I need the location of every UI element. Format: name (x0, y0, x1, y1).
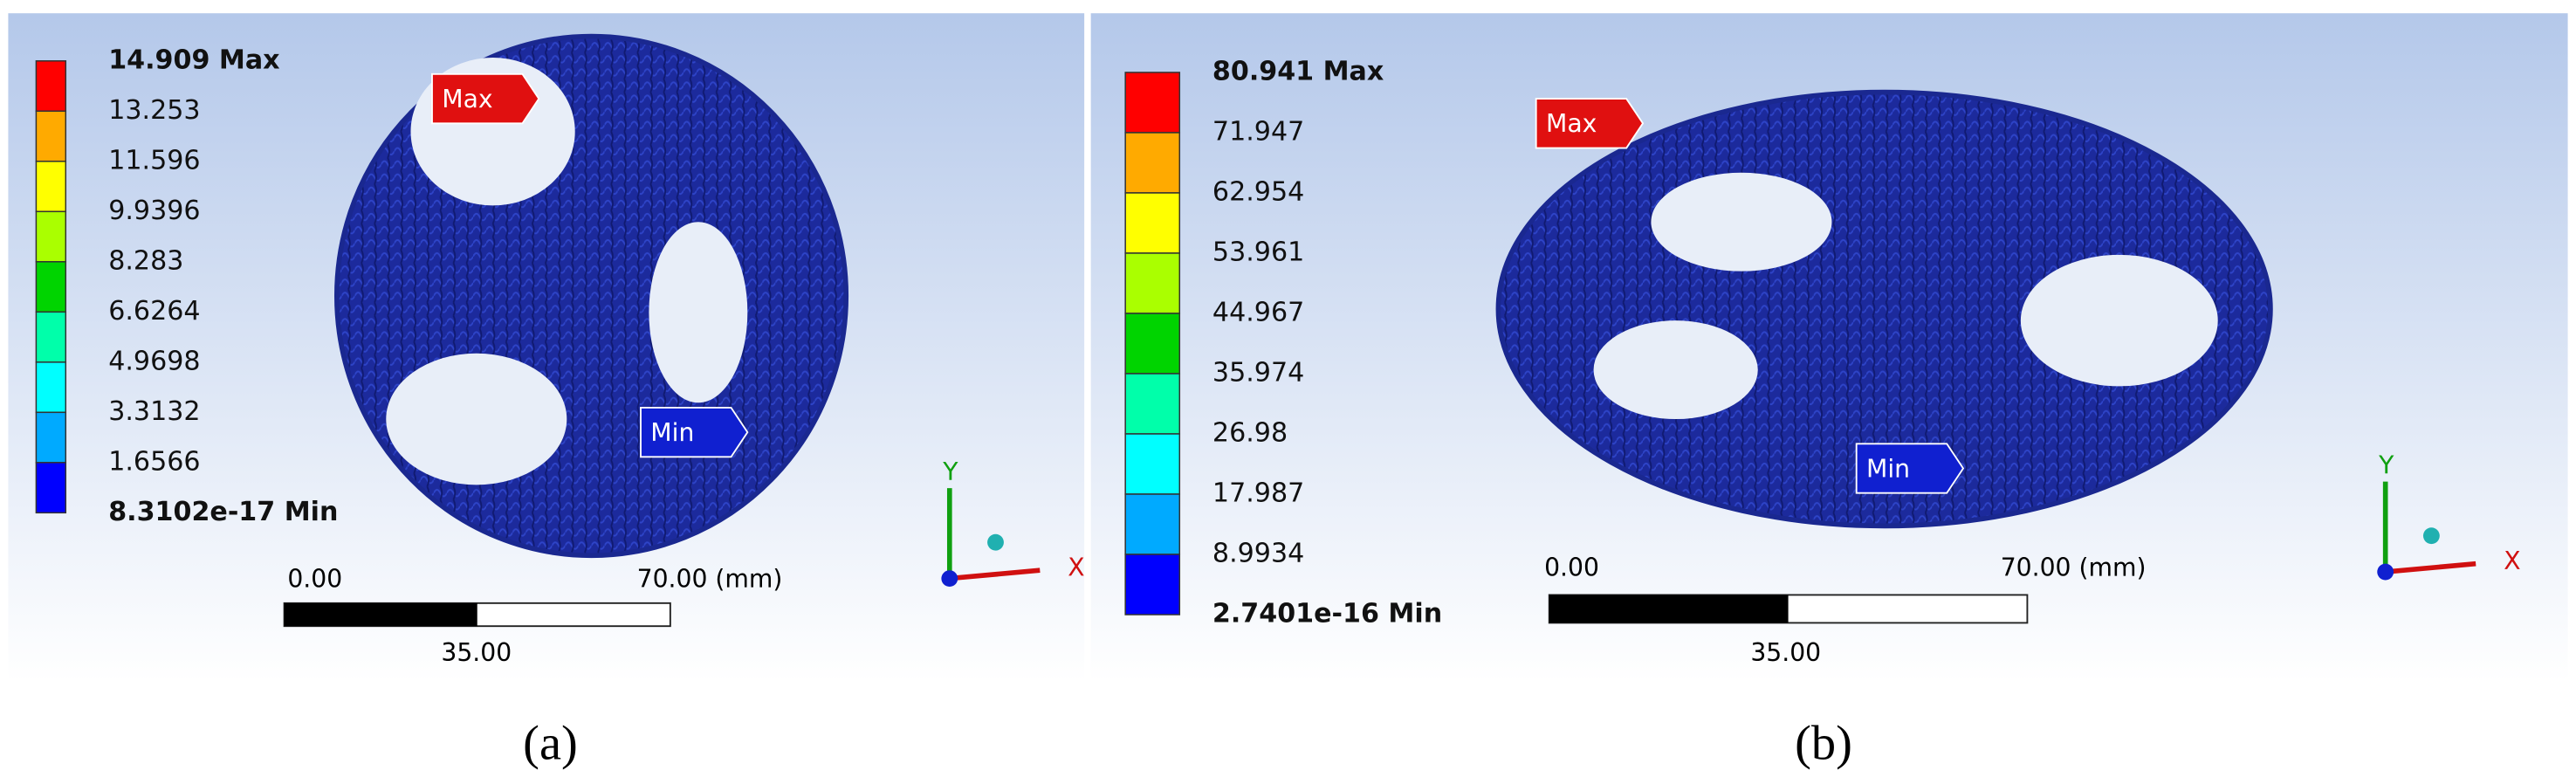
scale-start: 0.00 (1544, 553, 1599, 581)
scale-start: 0.00 (287, 564, 342, 593)
legend-swatch (35, 462, 67, 514)
caption: (b) (1795, 716, 1852, 770)
legend-swatch (1124, 132, 1181, 194)
legend-swatch (35, 60, 67, 113)
legend-label: 6.6264 (108, 296, 200, 327)
legend-swatch (35, 161, 67, 213)
legend-label: 11.596 (108, 145, 200, 175)
legend-swatch (35, 261, 67, 313)
legend-swatch (1124, 72, 1181, 134)
probe-label: Min (650, 418, 694, 447)
axis-x-label: X (2504, 547, 2520, 575)
legend-label: 14.909 Max (108, 45, 279, 75)
caption: (a) (523, 716, 578, 770)
model-hole (649, 222, 748, 403)
legend-swatch (1124, 433, 1181, 495)
scale-mid: 35.00 (441, 638, 512, 667)
scale-bar-fill (1549, 595, 1789, 623)
axis-sphere (987, 533, 1004, 551)
scale-bar-fill (284, 602, 477, 627)
axis-x (2385, 560, 2476, 574)
legend-swatch (1124, 373, 1181, 435)
legend-swatch (35, 210, 67, 263)
legend-label: 53.961 (1212, 237, 1304, 267)
legend-label: 4.9698 (108, 346, 200, 376)
model-hole (1651, 172, 1832, 272)
axis-sphere (2422, 527, 2440, 545)
probe-label: Max (1546, 109, 1597, 138)
legend-swatch (1124, 252, 1181, 314)
legend-label: 44.967 (1212, 297, 1304, 327)
model-hole (1593, 320, 1758, 420)
legend-swatch (35, 110, 67, 162)
legend-swatch (1124, 192, 1181, 254)
axis-x (949, 567, 1041, 581)
legend-swatch (35, 361, 67, 414)
legend-label: 2.7401e-16 Min (1212, 599, 1442, 629)
legend-label: 17.987 (1212, 478, 1304, 508)
legend-swatch (1124, 554, 1181, 616)
legend-label: 80.941 Max (1212, 56, 1384, 86)
axis-origin (941, 570, 958, 588)
legend-label: 8.3102e-17 Min (108, 497, 338, 527)
probe-label: Min (1866, 454, 1910, 483)
legend-swatch (1124, 313, 1181, 375)
axis-y-label: Y (2378, 451, 2394, 480)
legend-label: 71.947 (1212, 116, 1304, 147)
legend-swatch (35, 411, 67, 464)
legend-swatch (35, 311, 67, 363)
legend-label: 8.283 (108, 245, 183, 276)
legend-label: 26.98 (1212, 417, 1288, 448)
probe-tag (1535, 98, 1645, 149)
axis-origin (2377, 563, 2394, 581)
model-hole (386, 353, 567, 485)
probe-tag (1855, 443, 1965, 494)
legend-label: 35.974 (1212, 357, 1304, 388)
probe-tag (431, 72, 540, 125)
probe-tag (640, 406, 749, 458)
axis-x-label: X (1068, 553, 1084, 581)
scale-end: 70.00 (mm) (637, 564, 783, 593)
legend-label: 13.253 (108, 95, 200, 126)
scale-end: 70.00 (mm) (2001, 553, 2147, 581)
legend-label: 3.3132 (108, 396, 200, 427)
legend-label: 1.6566 (108, 446, 200, 477)
legend-label: 62.954 (1212, 176, 1304, 207)
model-hole (2020, 254, 2218, 387)
scale-mid: 35.00 (1750, 638, 1821, 667)
legend-label: 8.9934 (1212, 539, 1304, 569)
axis-y-label: Y (942, 457, 958, 486)
legend-swatch (1124, 493, 1181, 555)
legend-label: 9.9396 (108, 196, 200, 226)
probe-label: Max (442, 85, 492, 113)
